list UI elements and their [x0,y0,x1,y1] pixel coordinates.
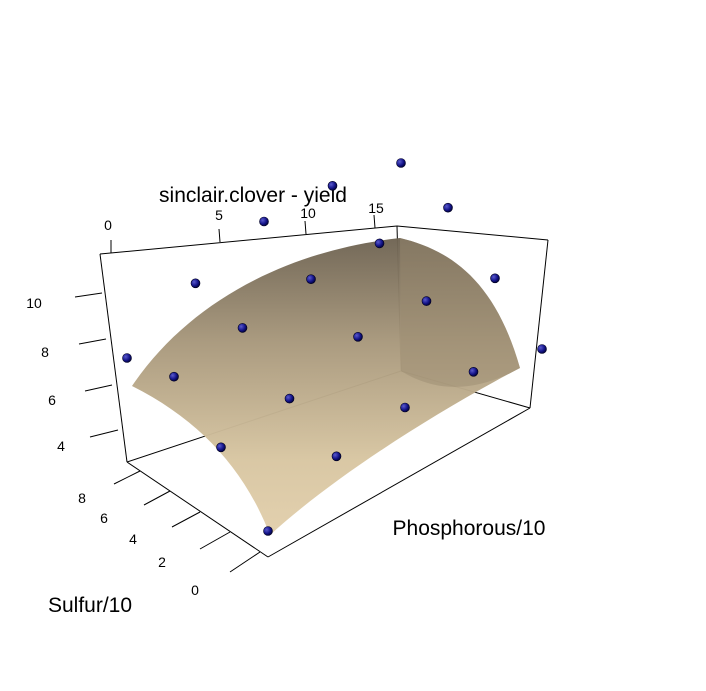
data-point-0-13 [421,296,432,306]
response-surface [132,238,520,535]
data-point-0-14 [374,238,385,249]
bounding-box-front [126,407,531,558]
data-point-0-6 [237,323,248,333]
data-point-0-10 [306,274,316,285]
data-point-0-16 [537,344,547,354]
data-point-0-18 [443,202,453,213]
z-tick-4: 4 [57,438,65,454]
y-axis-ticks [113,470,261,573]
y-tick-0: 0 [191,582,199,598]
data-point-0-19 [396,158,406,168]
x-tick-10: 10 [300,205,316,221]
x-tick-0: 0 [104,217,112,233]
data-point-0-0 [263,526,273,536]
data-points [122,158,547,536]
data-point-0-17 [490,273,500,284]
data-point-0-5 [284,393,295,404]
data-point-0-7 [190,278,201,289]
y-tick-4: 4 [129,531,137,547]
surface-shading [400,238,520,387]
y-tick-2: 2 [158,554,166,570]
data-point-0-11 [259,216,269,227]
x-tick-15: 15 [368,200,384,216]
data-point-0-1 [216,442,226,453]
z-tick-6: 6 [48,392,56,408]
z-tick-10: 10 [26,295,42,311]
chart-title: sinclair.clover - yield [159,184,347,207]
x-axis-title: Phosphorous/10 [393,517,546,540]
x-axis-ticks [110,214,376,253]
data-point-0-2 [169,371,179,382]
z-tick-8: 8 [41,344,49,360]
y-tick-6: 6 [100,510,108,526]
data-point-0-12 [468,366,479,377]
z-axis-ticks [74,292,119,438]
data-point-0-15 [327,181,338,191]
data-point-0-4 [331,451,342,462]
y-axis-title: Sulfur/10 [48,594,132,617]
data-point-0-8 [400,402,410,413]
y-tick-8: 8 [78,490,86,506]
data-point-0-9 [353,331,363,342]
x-tick-5: 5 [215,207,223,223]
data-point-0-3 [122,353,132,363]
